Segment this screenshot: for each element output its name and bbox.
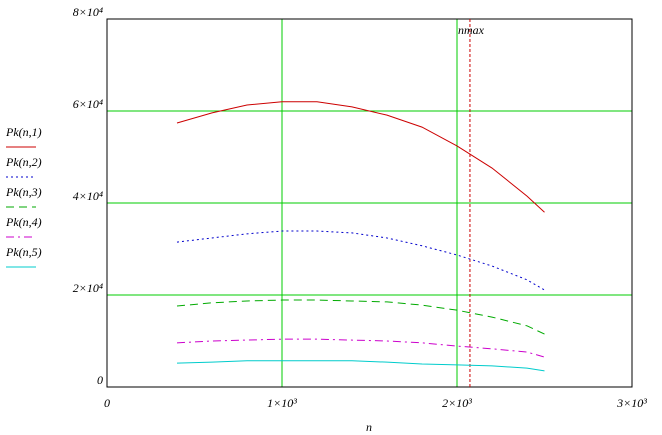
series-line xyxy=(176,360,545,372)
legend-label: Pk(n,1) xyxy=(5,125,42,139)
y-tick-label: 6×10⁴ xyxy=(73,97,103,111)
x-tick-label: 1×10³ xyxy=(267,396,297,410)
y-tick-label: 4×10⁴ xyxy=(73,189,103,203)
x-tick-label: 0 xyxy=(104,396,110,410)
legend-label: Pk(n,4) xyxy=(5,215,42,229)
x-tick-label: 2×10³ xyxy=(442,396,472,410)
y-tick-label: 2×10⁴ xyxy=(73,281,103,295)
x-axis-label: n xyxy=(366,420,372,434)
y-tick-label: 0 xyxy=(97,373,103,387)
series-line xyxy=(176,299,545,335)
series-line xyxy=(176,338,545,358)
legend-label: Pk(n,2) xyxy=(5,155,42,169)
y-tick-label: 8×10⁴ xyxy=(73,5,103,19)
series-line xyxy=(176,101,545,213)
series-line xyxy=(176,230,545,291)
plot-frame xyxy=(106,18,633,388)
x-tick-label: 3×10³ xyxy=(616,396,647,410)
marker-label: nmax xyxy=(458,23,485,37)
legend-label: Pk(n,5) xyxy=(5,245,42,259)
legend-label: Pk(n,3) xyxy=(5,185,42,199)
